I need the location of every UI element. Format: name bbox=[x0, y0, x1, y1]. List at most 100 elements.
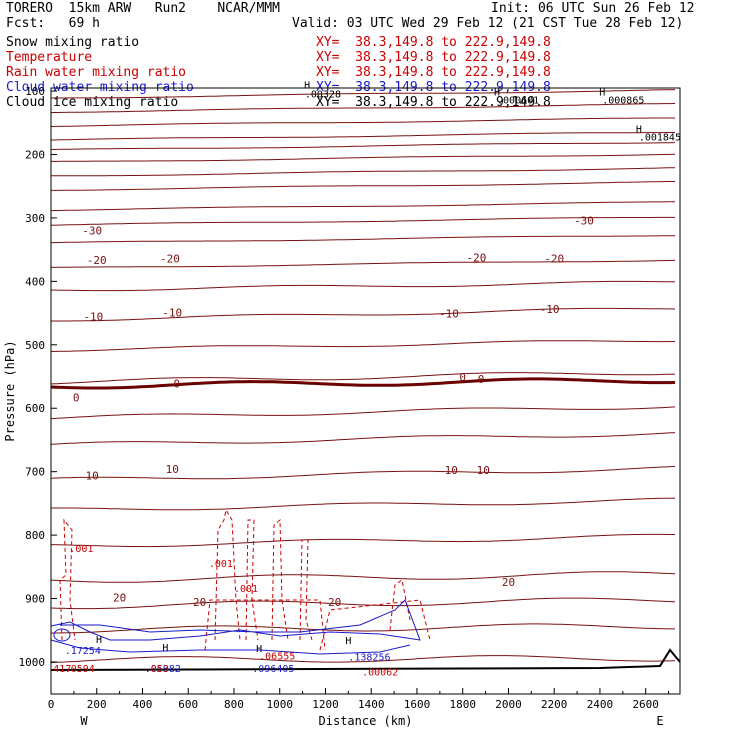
temperature-contour-label: -10 bbox=[439, 308, 459, 321]
high-marker: H bbox=[494, 87, 500, 98]
temperature-contour-label: -20 bbox=[544, 252, 564, 265]
high-marker: H bbox=[304, 81, 310, 92]
isotherm-line bbox=[51, 89, 676, 99]
temperature-contour-label: -10 bbox=[540, 303, 560, 316]
x-tick-label: 2000 bbox=[495, 698, 522, 711]
x-tick-label: 1000 bbox=[266, 698, 293, 711]
temperature-contour-label: 0 bbox=[478, 373, 485, 386]
temperature-contour-label: 10 bbox=[166, 463, 179, 476]
cloudwater-contour bbox=[53, 628, 71, 642]
mixing-ratio-label: .000601 bbox=[497, 96, 539, 107]
temperature-contour-label: -10 bbox=[162, 306, 182, 319]
y-tick-label: 700 bbox=[25, 466, 45, 479]
x-tick-label: 1400 bbox=[358, 698, 385, 711]
isotherm-line bbox=[50, 259, 676, 268]
cloudwater-contour bbox=[50, 639, 411, 655]
isotherm-line bbox=[50, 597, 676, 610]
y-tick-label: 100 bbox=[25, 85, 45, 98]
isotherm-line bbox=[50, 372, 676, 385]
high-marker: H bbox=[636, 124, 642, 135]
rain-contour bbox=[389, 579, 411, 631]
rain-contour bbox=[59, 518, 76, 641]
y-tick-label: 400 bbox=[25, 275, 45, 288]
y-tick-label: 300 bbox=[25, 212, 45, 225]
plot-frame bbox=[50, 87, 681, 695]
rain-contour bbox=[319, 599, 431, 651]
high-marker: H bbox=[96, 635, 102, 646]
east-label: E bbox=[656, 714, 663, 728]
isotherm-line bbox=[51, 307, 676, 322]
mixing-ratio-label: .00328 bbox=[305, 89, 341, 100]
high-marker: H bbox=[162, 643, 168, 654]
isotherm-line bbox=[50, 280, 676, 292]
mixing-ratio-label: .05982 bbox=[145, 664, 181, 675]
x-tick-label: 400 bbox=[133, 698, 153, 711]
isotherm-line bbox=[50, 201, 675, 212]
legend-rain-name: Rain water mixing ratio bbox=[6, 65, 187, 80]
mixing-ratio-label: .138256 bbox=[348, 653, 390, 664]
rain-contour bbox=[271, 518, 289, 641]
cloudwater-contour bbox=[50, 599, 421, 641]
freezing-level-line bbox=[50, 377, 676, 390]
x-tick-label: 1600 bbox=[404, 698, 431, 711]
isotherm-line bbox=[50, 132, 675, 141]
mixing-ratio-label: .001 bbox=[209, 559, 233, 570]
isotherm-line bbox=[51, 623, 675, 634]
x-tick-label: 800 bbox=[224, 698, 244, 711]
isotherm-line bbox=[50, 533, 675, 548]
x-axis-title: Distance (km) bbox=[319, 714, 413, 728]
high-marker: H bbox=[599, 87, 605, 98]
temperature-contour-label: -20 bbox=[466, 252, 486, 265]
temperature-contour-label: -20 bbox=[160, 252, 180, 265]
isotherm-line bbox=[51, 103, 676, 113]
mixing-ratio-label: .06555 bbox=[259, 651, 295, 662]
high-marker: H bbox=[345, 636, 351, 647]
x-tick-label: 2200 bbox=[541, 698, 568, 711]
rain-contour bbox=[299, 539, 313, 641]
west-label: W bbox=[80, 714, 88, 728]
isotherm-line bbox=[50, 117, 675, 127]
mixing-ratio-label: 417 bbox=[53, 664, 71, 675]
legend-temp-name: Temperature bbox=[6, 50, 93, 65]
temperature-contour-label: 20 bbox=[328, 596, 341, 609]
temperature-contour-label: 20 bbox=[193, 596, 206, 609]
temperature-contour-label: 20 bbox=[113, 592, 126, 605]
mixing-ratio-label: .0594 bbox=[65, 664, 95, 675]
mixing-ratio-label: .000865 bbox=[602, 96, 644, 107]
model-title: TORERO 15km ARW Run2 NCAR/MMM bbox=[6, 1, 280, 16]
temperature-contour-label: 10 bbox=[86, 469, 99, 482]
isotherm-line bbox=[50, 406, 676, 420]
legend-snow-xy: XY= 38.3,149.8 to 222.9,149.8 bbox=[316, 35, 551, 50]
temperature-contour-label: -30 bbox=[574, 214, 594, 227]
valid-time: Valid: 03 UTC Wed 29 Feb 12 (21 CST Tue … bbox=[292, 16, 684, 31]
forecast-hour: Fcst: 69 h bbox=[6, 16, 100, 31]
temperature-contour-label: -20 bbox=[87, 254, 107, 267]
isotherm-line bbox=[51, 153, 676, 162]
init-time: Init: 06 UTC Sun 26 Feb 12 bbox=[491, 1, 695, 16]
rain-contour bbox=[245, 519, 259, 641]
mixing-ratio-label: .096405 bbox=[252, 664, 294, 675]
legend-rain-xy: XY= 38.3,149.8 to 222.9,149.8 bbox=[316, 65, 551, 80]
y-tick-label: 1000 bbox=[19, 656, 46, 669]
isotherm-line bbox=[51, 497, 676, 511]
isotherm-line bbox=[51, 181, 675, 191]
isotherm-line bbox=[50, 216, 675, 226]
high-marker: H bbox=[256, 644, 262, 655]
legend-cloudice-xy: XY= 38.3,149.8 to 222.9,149.8 bbox=[316, 95, 551, 110]
legend-temp-xy: XY= 38.3,149.8 to 222.9,149.8 bbox=[316, 50, 551, 65]
temperature-contour-label: 0 bbox=[459, 371, 466, 384]
mixing-ratio-label: .053 bbox=[145, 664, 169, 675]
x-tick-label: 2600 bbox=[632, 698, 659, 711]
isotherm-line bbox=[51, 167, 676, 177]
temperature-contour-label: -10 bbox=[83, 311, 103, 324]
mixing-ratio-label: .001 bbox=[69, 544, 93, 555]
temperature-contour-label: 0 bbox=[173, 377, 180, 390]
temperature-contour-label: 0 bbox=[73, 391, 80, 404]
terrain-line bbox=[50, 648, 681, 671]
isotherm-line bbox=[50, 655, 676, 664]
x-tick-label: 2400 bbox=[587, 698, 614, 711]
temperature-contour-label: 20 bbox=[502, 576, 515, 589]
isotherm-line bbox=[50, 465, 676, 480]
x-tick-label: 0 bbox=[48, 698, 55, 711]
